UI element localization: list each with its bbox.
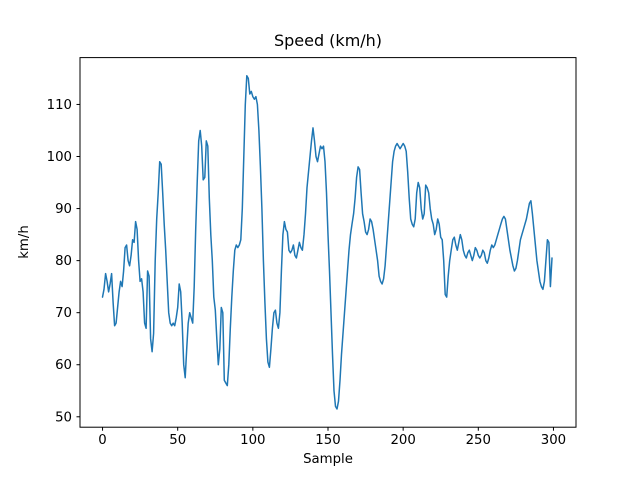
y-axis-ticks: 50 60 70 80 90 100 110 xyxy=(47,98,80,425)
x-axis-ticks: 0 50 100 150 200 250 300 xyxy=(98,427,566,448)
y-tick-label: 100 xyxy=(47,150,72,165)
x-axis-label: Sample xyxy=(303,452,353,467)
y-tick-label: 70 xyxy=(55,306,72,321)
y-tick-label: 90 xyxy=(55,202,72,217)
x-tick-label: 0 xyxy=(98,433,106,448)
x-tick-label: 200 xyxy=(390,433,415,448)
x-tick-label: 100 xyxy=(240,433,265,448)
x-tick-label: 150 xyxy=(315,433,340,448)
y-tick-label: 80 xyxy=(55,254,72,269)
y-tick-label: 50 xyxy=(55,410,72,425)
x-tick-label: 300 xyxy=(541,433,566,448)
y-tick-label: 60 xyxy=(55,358,72,373)
x-tick-label: 50 xyxy=(169,433,186,448)
x-tick-label: 250 xyxy=(466,433,491,448)
chart-title: Speed (km/h) xyxy=(274,31,382,50)
y-axis-label: km/h xyxy=(17,225,32,259)
y-tick-label: 110 xyxy=(47,98,72,113)
speed-series-line xyxy=(101,75,553,410)
